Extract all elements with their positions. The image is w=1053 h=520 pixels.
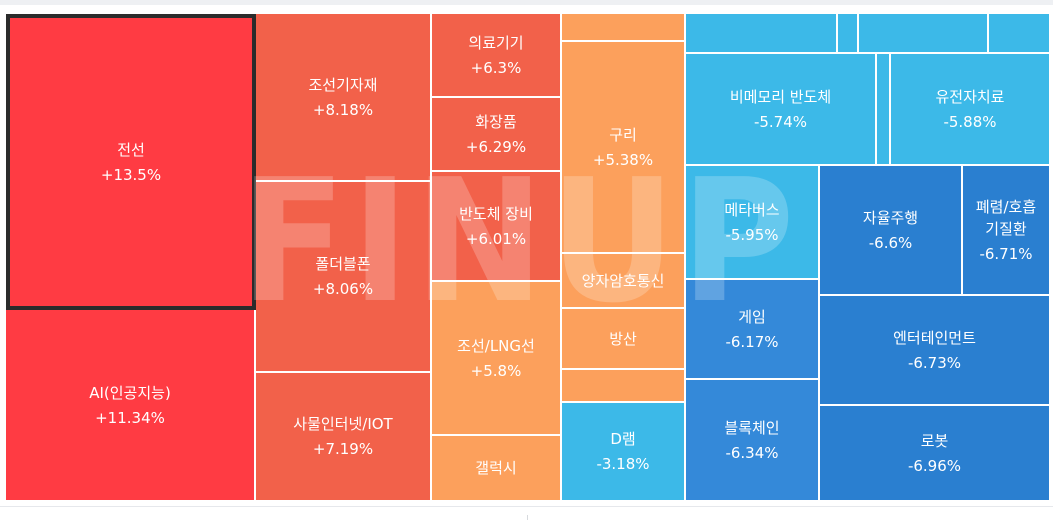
treemap-tile[interactable] — [562, 370, 686, 403]
tile-change-label: +7.19% — [312, 440, 374, 458]
tile-change-label: -5.95% — [725, 225, 779, 244]
tile-name: 유전자치료 — [935, 87, 1005, 106]
treemap-tile[interactable]: 폴더블폰 +8.06% — [256, 182, 432, 373]
treemap-tile[interactable]: 방산 — [562, 309, 686, 370]
treemap-tile[interactable]: 폐렴/호흡 기질환 -6.71% — [963, 166, 1051, 296]
tile-change-label: -6.71% — [979, 244, 1033, 263]
treemap-tile[interactable]: 엔터테인먼트 -6.73% — [820, 296, 1051, 406]
tile-name: 블록체인 — [724, 418, 780, 437]
treemap-tile[interactable]: 비메모리 반도체 -5.74% — [686, 54, 877, 166]
treemap-tile[interactable]: 유전자치료 -5.88% — [891, 54, 1051, 166]
treemap-tile[interactable] — [562, 14, 686, 42]
tile-change-label: +13.5% — [100, 165, 162, 184]
tile-name: 엔터테인먼트 — [893, 328, 976, 347]
panel-bottom-strip — [0, 506, 1053, 520]
tile-name: 게임 — [738, 307, 766, 326]
tile-change-label: -5.74% — [753, 112, 808, 131]
tile-name: 폐렴/호흡 기질환 — [975, 197, 1037, 238]
treemap-tile[interactable]: 로봇 -6.96% — [820, 406, 1051, 502]
treemap-tile[interactable]: 의료기기 +6.3% — [432, 14, 562, 98]
panel-top-strip — [0, 0, 1053, 5]
tile-change-label: +8.06% — [312, 280, 374, 298]
treemap-tile[interactable]: 반도체 장비 +6.01% — [432, 172, 562, 282]
tile-name: 양자암호통신 — [581, 271, 665, 290]
tile-change-label: -6.17% — [725, 332, 779, 351]
treemap-tile[interactable]: 조선/LNG선 +5.8% — [432, 282, 562, 436]
treemap-tile[interactable]: 갤럭시 — [432, 436, 562, 502]
tile-name: D램 — [610, 430, 636, 448]
tile-change-label: -6.6% — [868, 233, 913, 252]
tile-change-label: -6.96% — [907, 456, 962, 475]
tile-name: 메타버스 — [724, 200, 780, 219]
tile-change-label: +6.01% — [465, 229, 527, 248]
tile-name: 전선 — [117, 140, 145, 159]
tile-name: 로봇 — [920, 431, 949, 450]
tile-name: 갤럭시 — [475, 459, 517, 477]
tile-change-label: +6.3% — [470, 58, 522, 77]
tile-name: 구리 — [609, 125, 637, 144]
treemap-tile[interactable]: AI(인공지능) +11.34% — [6, 310, 256, 502]
tile-change-label: -6.73% — [907, 353, 962, 372]
tile-change-label: +5.38% — [592, 150, 654, 169]
tile-name: 자율주행 — [862, 208, 919, 227]
treemap-tile[interactable]: 사물인터넷/IOT +7.19% — [256, 373, 432, 502]
tile-name: 조선기자재 — [308, 75, 378, 94]
treemap-tile[interactable] — [686, 14, 838, 54]
treemap-tile[interactable]: 자율주행 -6.6% — [820, 166, 963, 296]
treemap-tile[interactable]: 양자암호통신 — [562, 254, 686, 309]
tile-change-label: -3.18% — [596, 455, 650, 473]
tile-change-label: -6.34% — [725, 443, 779, 462]
tile-change-label: +11.34% — [95, 408, 165, 427]
treemap-tile[interactable]: 게임 -6.17% — [686, 280, 820, 380]
treemap-tile[interactable]: D램 -3.18% — [562, 403, 686, 502]
tile-change-label: +6.29% — [465, 137, 527, 156]
tile-change-label: +5.8% — [470, 361, 522, 380]
tile-name: 폴더블폰 — [315, 255, 371, 273]
tile-name: 의료기기 — [468, 33, 524, 52]
tile-name: 화장품 — [475, 112, 517, 131]
treemap-tile[interactable]: 구리 +5.38% — [562, 42, 686, 254]
treemap-tile[interactable] — [989, 14, 1051, 54]
treemap-tile[interactable] — [877, 54, 891, 166]
tile-name: 비메모리 반도체 — [729, 87, 832, 106]
tile-name: 조선/LNG선 — [457, 336, 535, 355]
treemap-tile[interactable] — [838, 14, 859, 54]
tile-change-label: -5.88% — [943, 112, 997, 131]
treemap-tile[interactable]: 조선기자재 +8.18% — [256, 14, 432, 182]
treemap-tile[interactable]: 블록체인 -6.34% — [686, 380, 820, 502]
treemap-tile[interactable]: 메타버스 -5.95% — [686, 166, 820, 280]
tile-name: 사물인터넷/IOT — [293, 415, 393, 433]
tile-name: 반도체 장비 — [459, 204, 533, 223]
treemap-tile[interactable] — [859, 14, 989, 54]
tile-name: AI(인공지능) — [89, 383, 171, 402]
treemap-tile[interactable]: 전선 +13.5% — [6, 14, 256, 310]
treemap-tile[interactable]: 화장품 +6.29% — [432, 98, 562, 172]
tile-name: 방산 — [609, 329, 637, 348]
tile-change-label: +8.18% — [312, 100, 374, 119]
